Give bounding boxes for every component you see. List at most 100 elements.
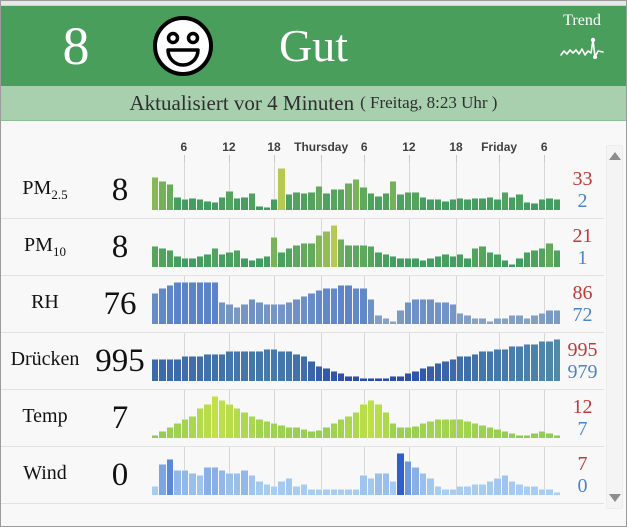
chart-bar <box>375 252 382 267</box>
vertical-scrollbar[interactable] <box>606 145 623 509</box>
chart-bar <box>330 225 337 267</box>
chart-bar <box>300 242 308 267</box>
time-axis-tick <box>228 155 230 162</box>
chart-bar <box>337 489 345 495</box>
bar-series <box>152 335 561 381</box>
chart-bar <box>538 489 546 495</box>
time-axis-label: 12 <box>402 140 416 154</box>
chart-bar <box>285 427 293 438</box>
chart-bar <box>427 478 434 495</box>
chart-bar <box>337 373 345 381</box>
chart-bar <box>337 238 345 267</box>
gridline <box>364 219 366 267</box>
scroll-up-button[interactable] <box>607 148 622 164</box>
time-axis: 6 12 18 Thursday 6 12 18 Friday 6 <box>151 121 561 162</box>
chart-bar <box>509 346 516 381</box>
chart-bar <box>196 475 204 495</box>
metric-minmax: 7 0 <box>561 453 604 497</box>
chart-bar <box>509 264 516 267</box>
gridline <box>499 390 501 438</box>
chart-bar <box>419 260 427 267</box>
chart-bar <box>360 186 367 210</box>
chart-bar <box>367 298 375 324</box>
chart-bar <box>323 193 330 210</box>
chart-bar <box>479 351 486 381</box>
window-top-strip <box>1 1 626 6</box>
gridline <box>408 162 410 210</box>
bar-series <box>152 221 561 267</box>
chart-bar <box>404 301 412 324</box>
pm10-bar-chart <box>151 219 561 275</box>
chart-bar <box>375 195 382 210</box>
chart-bar <box>308 360 315 381</box>
chart-bar <box>211 201 218 210</box>
chart-bar <box>256 480 263 495</box>
chart-bar <box>166 427 174 438</box>
chart-bar <box>226 190 233 210</box>
chart-bar <box>494 348 501 381</box>
chart-bar <box>501 318 508 324</box>
chart-bar <box>553 339 561 381</box>
chart-bar <box>382 193 389 210</box>
chart-bar <box>323 427 330 438</box>
row-pm10: PM10 8 21 1 <box>1 219 604 276</box>
chart-bar <box>352 179 360 210</box>
chart-bar <box>308 191 315 210</box>
chart-bar <box>390 423 397 438</box>
gridline <box>499 447 501 495</box>
chart-bar <box>509 196 516 210</box>
chart-bar <box>196 282 204 324</box>
chart-bar <box>166 284 174 324</box>
chart-bar <box>308 489 315 495</box>
scroll-down-button[interactable] <box>607 490 622 506</box>
chart-bar <box>218 353 226 381</box>
chart-bar <box>293 353 300 381</box>
chart-bar <box>226 472 233 495</box>
chart-bar <box>449 199 456 210</box>
metric-label: Drücken <box>10 348 80 370</box>
scroll-up-arrow-icon <box>608 152 621 160</box>
chart-bar <box>271 236 278 267</box>
temperature-bar-chart <box>151 390 561 446</box>
chart-bar <box>427 298 434 324</box>
chart-bar <box>456 486 464 495</box>
chart-bar <box>300 483 308 495</box>
chart-bar <box>204 353 211 381</box>
chart-bar <box>352 411 360 438</box>
chart-bar <box>382 318 389 324</box>
gridline <box>408 276 410 324</box>
chart-bar <box>471 423 479 438</box>
chart-bar <box>159 358 166 381</box>
chart-bar <box>494 199 501 210</box>
chart-bar <box>218 399 226 438</box>
chart-bar <box>479 424 486 438</box>
chart-bar <box>263 348 270 381</box>
chart-bar <box>419 298 427 324</box>
chart-bar <box>345 284 352 324</box>
trend-button[interactable]: Trend <box>552 12 612 62</box>
chart-bar <box>434 199 442 210</box>
chart-bar <box>516 315 523 324</box>
gridline <box>499 276 501 324</box>
time-axis-label: Thursday <box>294 140 349 154</box>
time-axis-label: 6 <box>360 140 368 154</box>
chart-bar <box>241 469 248 495</box>
chart-bar <box>300 356 308 381</box>
chart-bar <box>464 486 471 495</box>
row-pm25: PM2.5 8 33 2 <box>1 162 604 219</box>
chart-bar <box>196 407 204 438</box>
chart-bar <box>189 282 196 324</box>
chart-bar <box>226 304 233 324</box>
chart-bar <box>226 351 233 381</box>
chart-bar <box>315 290 323 324</box>
chart-bar <box>174 469 181 495</box>
chart-bar <box>211 466 218 495</box>
chart-bar <box>181 258 189 267</box>
chart-bar <box>285 351 293 381</box>
chart-bar <box>427 420 434 438</box>
chart-bar <box>449 489 456 495</box>
chart-bar <box>360 287 367 324</box>
gridline <box>544 390 546 438</box>
chart-bar <box>382 411 389 438</box>
